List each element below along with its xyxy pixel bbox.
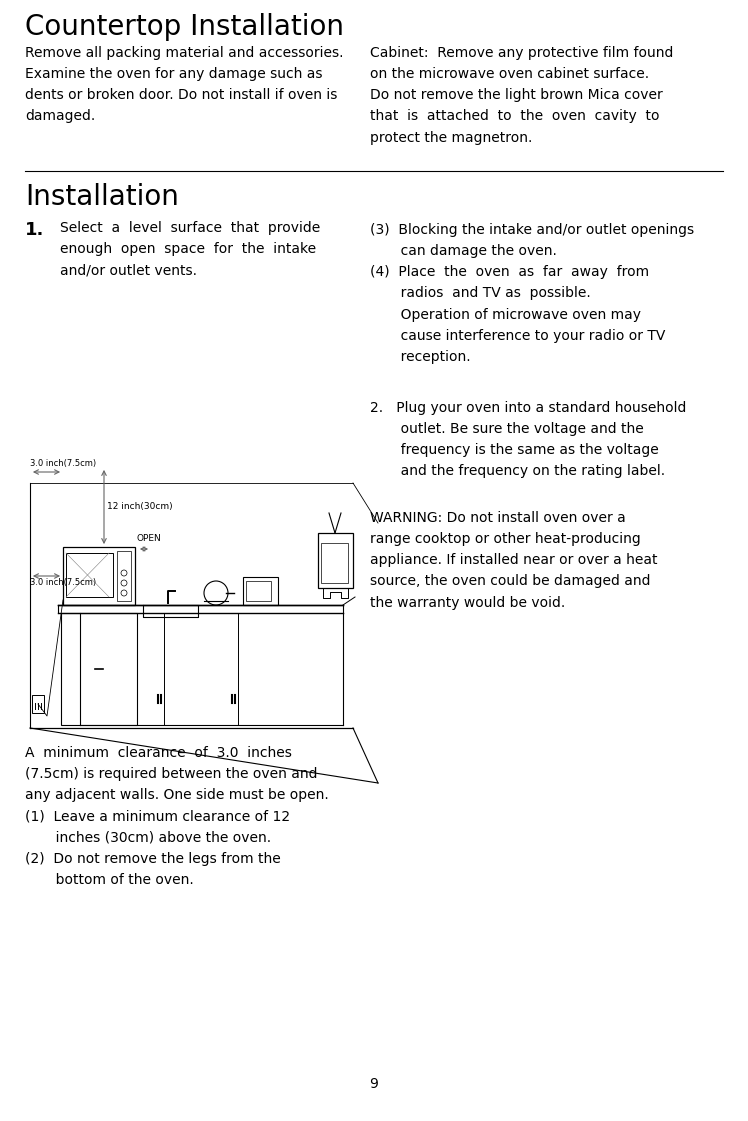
Text: 9: 9 <box>370 1077 378 1091</box>
Text: 3.0 inch(7.5cm): 3.0 inch(7.5cm) <box>30 578 96 587</box>
Bar <box>61 613 137 725</box>
Circle shape <box>121 580 127 586</box>
Bar <box>32 695 44 713</box>
Bar <box>243 577 278 605</box>
Text: OPEN: OPEN <box>137 534 162 543</box>
Text: Cabinet:  Remove any protective film found
on the microwave oven cabinet surface: Cabinet: Remove any protective film foun… <box>370 46 673 145</box>
Text: Installation: Installation <box>25 183 179 211</box>
Circle shape <box>204 581 228 605</box>
Circle shape <box>121 590 127 596</box>
Text: Select  a  level  surface  that  provide
enough  open  space  for  the  intake
a: Select a level surface that provide enou… <box>60 221 320 277</box>
Bar <box>321 543 348 583</box>
Text: Countertop Installation: Countertop Installation <box>25 13 344 41</box>
Text: 2.   Plug your oven into a standard household
       outlet. Be sure the voltage: 2. Plug your oven into a standard househ… <box>370 401 687 479</box>
Text: A  minimum  clearance  of  3.0  inches
(7.5cm) is required between the oven and
: A minimum clearance of 3.0 inches (7.5cm… <box>25 745 329 887</box>
Text: 1.: 1. <box>25 221 44 239</box>
Bar <box>117 552 131 601</box>
Bar <box>63 547 135 605</box>
Text: 3.0 inch(7.5cm): 3.0 inch(7.5cm) <box>30 458 96 467</box>
Text: WARNING: Do not install oven over a
range cooktop or other heat-producing
applia: WARNING: Do not install oven over a rang… <box>370 511 657 610</box>
Text: (3)  Blocking the intake and/or outlet openings
       can damage the oven.
(4) : (3) Blocking the intake and/or outlet op… <box>370 223 694 364</box>
Bar <box>66 553 113 597</box>
Text: Remove all packing material and accessories.
Examine the oven for any damage suc: Remove all packing material and accessor… <box>25 46 343 123</box>
Circle shape <box>121 569 127 576</box>
Bar <box>318 532 353 589</box>
Bar <box>246 581 271 601</box>
Text: 12 inch(30cm): 12 inch(30cm) <box>107 502 173 511</box>
